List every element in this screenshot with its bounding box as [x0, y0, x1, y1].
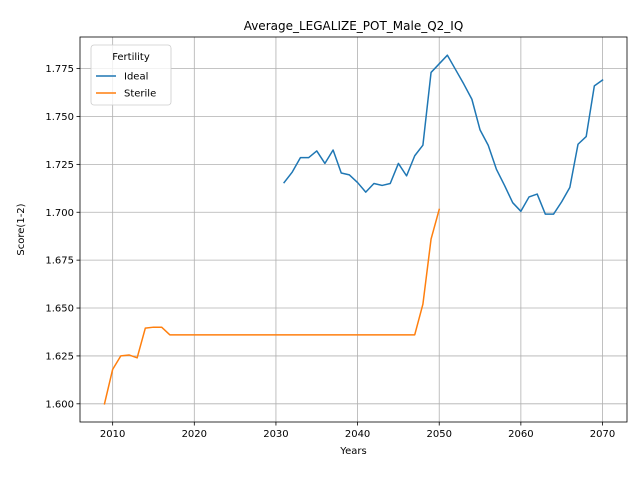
y-tick-label: 1.750: [45, 112, 74, 123]
y-axis: 1.600 1.625 1.650 1.675 1.700 1.725 1.750 1.775: [45, 64, 80, 410]
y-tick-label: 1.600: [45, 399, 74, 410]
series-line-ideal: [283, 54, 604, 215]
legend-entry-ideal: Ideal: [124, 72, 148, 83]
x-tick-label: 2060: [508, 429, 533, 440]
x-axis: 2010 2020 2030 2040 2050 2060 2070: [100, 422, 615, 440]
series-layer: [103, 54, 604, 405]
legend: Fertility Ideal Sterile: [90, 44, 172, 106]
series-line-sterile: [103, 208, 441, 405]
x-axis-label: Years: [339, 446, 366, 457]
y-tick-label: 1.775: [45, 64, 74, 75]
x-tick-label: 2020: [182, 429, 207, 440]
y-tick-label: 1.725: [45, 160, 74, 171]
legend-entry-sterile: Sterile: [124, 89, 156, 100]
legend-box: [90, 44, 172, 106]
x-tick-label: 2070: [590, 429, 615, 440]
grid: [80, 37, 627, 422]
plot-frame: [79, 36, 628, 423]
y-tick-label: 1.625: [45, 351, 74, 362]
x-tick-label: 2010: [100, 429, 125, 440]
x-tick-label: 2050: [426, 429, 451, 440]
y-tick-label: 1.650: [45, 304, 74, 315]
x-tick-label: 2030: [263, 429, 288, 440]
x-tick-label: 2040: [345, 429, 370, 440]
legend-title: Fertility: [112, 52, 150, 63]
y-axis-label: Score(1-2): [16, 203, 27, 255]
y-tick-label: 1.675: [45, 256, 74, 267]
chart-title: Average_LEGALIZE_POT_Male_Q2_IQ: [244, 19, 464, 33]
y-tick-label: 1.700: [45, 208, 74, 219]
